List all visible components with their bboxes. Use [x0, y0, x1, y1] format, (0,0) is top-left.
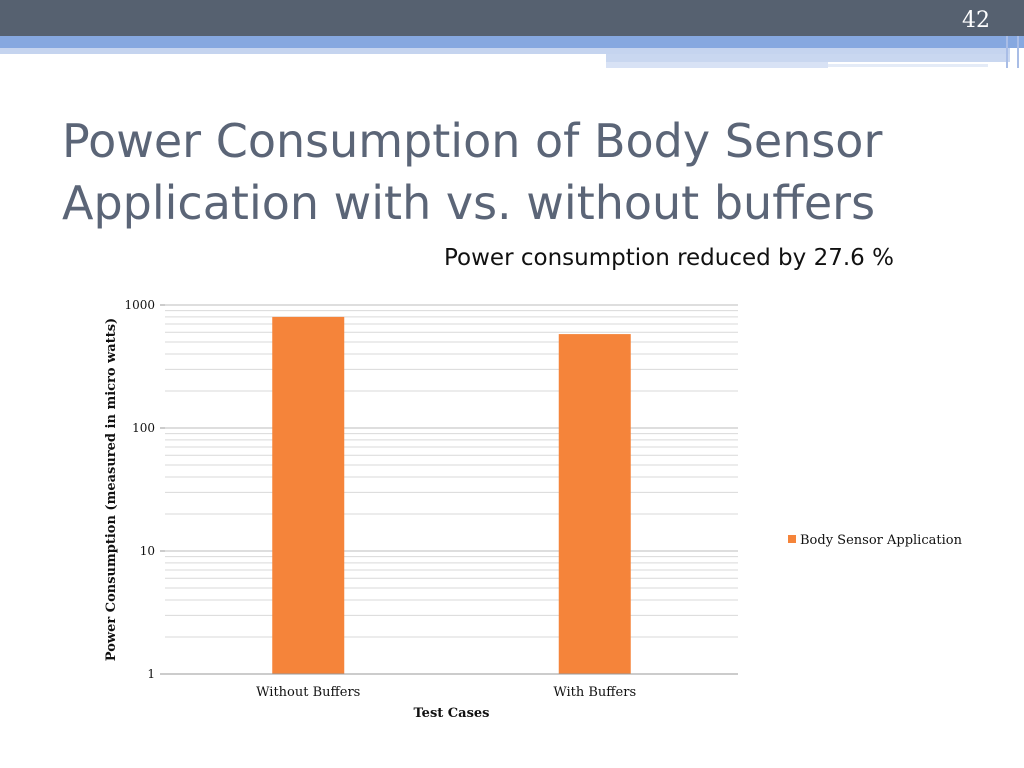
header-band-light [0, 48, 1010, 54]
slide-title-line1: Power Consumption of Body Sensor [62, 114, 883, 168]
chart-gridlines [165, 304, 738, 638]
slide-number: 42 [962, 8, 990, 33]
header-band-accent [606, 54, 1010, 62]
slide-title: Power Consumption of Body Sensor Applica… [62, 110, 962, 234]
header-bar [0, 0, 1024, 36]
legend-label: Body Sensor Application [800, 533, 963, 548]
chart-x-axis-title: Test Cases [414, 706, 490, 721]
bar-1 [272, 316, 345, 674]
x-category-label: Without Buffers [256, 685, 360, 700]
slide-title-line2: Application with vs. without buffers [62, 176, 876, 230]
header-band-accent-small [606, 62, 828, 68]
header-band-accent-thin [828, 64, 988, 67]
y-tick-label: 1 [147, 667, 155, 681]
header-divider-right [1017, 36, 1019, 68]
y-tick-label: 1000 [124, 298, 155, 312]
chart-y-ticks: 1 10 100 1000 [124, 298, 165, 681]
header-divider [1006, 36, 1008, 68]
legend-swatch [788, 535, 796, 543]
y-tick-label: 10 [140, 544, 155, 558]
bar-2 [558, 334, 631, 674]
x-category-label: With Buffers [553, 685, 636, 700]
chart-y-axis-title: Power Consumption (measured in micro wat… [104, 318, 119, 661]
chart-legend: Body Sensor Application [788, 533, 963, 548]
slide-subtitle: Power consumption reduced by 27.6 % [444, 245, 894, 271]
chart-bars [272, 316, 631, 674]
y-tick-label: 100 [132, 421, 155, 435]
header-band [0, 36, 1024, 48]
chart-categories: Without Buffers With Buffers [256, 685, 636, 700]
